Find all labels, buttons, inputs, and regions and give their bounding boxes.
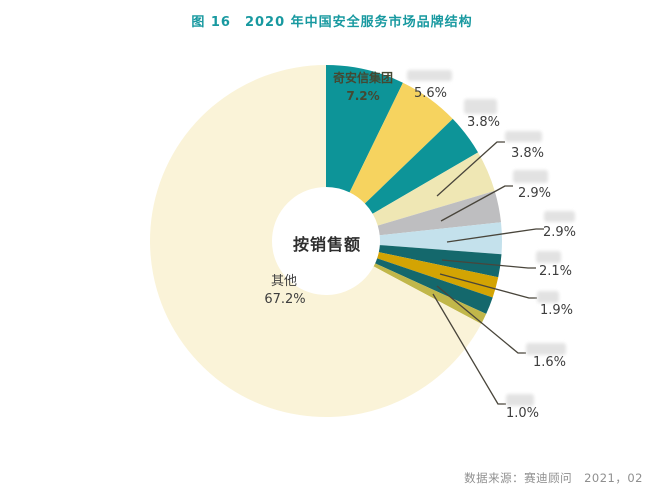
- percent-label-6: 2.1%: [539, 264, 572, 279]
- redacted-label-4: [513, 170, 548, 183]
- leader-line-7: [439, 273, 537, 299]
- pie-slice-其他: [149, 64, 482, 417]
- leader-line-5: [446, 228, 544, 243]
- data-source: 数据来源：赛迪顾问 2021，02: [464, 471, 643, 485]
- pie-annotations: 5.6% 3.8% 3.8% 2.9% 2.9% 2.1% 1.9% 1.6% 1.0%: [407, 70, 576, 421]
- leader-line-4: [440, 185, 513, 222]
- center-label: 按销售额: [293, 235, 361, 254]
- redacted-label-1: [407, 70, 452, 81]
- pie-slice-奇安信集团: [326, 65, 403, 193]
- pie-slice-5: [379, 222, 503, 255]
- redacted-label-7: [537, 291, 559, 303]
- chart-title: 图 16 2020 年中国安全服务市场品牌结构: [191, 15, 473, 30]
- leader-line-3: [436, 141, 505, 197]
- leader-line-8: [436, 285, 526, 354]
- redacted-label-3: [505, 131, 542, 142]
- slice-qianxin-label: 奇安信集团: [333, 70, 393, 85]
- percent-label-2: 3.8%: [467, 115, 500, 130]
- pie-slice-1: [349, 82, 453, 204]
- redacted-label-2: [464, 99, 497, 114]
- percent-label-7: 1.9%: [540, 303, 573, 318]
- percent-label-1: 5.6%: [414, 86, 447, 101]
- pie-slice-7: [377, 252, 499, 298]
- slice-others-value: 67.2%: [264, 292, 305, 307]
- percent-label-9: 1.0%: [506, 406, 539, 421]
- percent-label-3: 3.8%: [511, 146, 544, 161]
- redacted-label-6: [536, 251, 561, 263]
- percent-label-4: 2.9%: [518, 186, 551, 201]
- percent-label-8: 1.6%: [533, 355, 566, 370]
- pie-inside-labels: 奇安信集团 7.2% 其他 67.2% 按销售额: [264, 70, 393, 307]
- percent-label-5: 2.9%: [543, 225, 576, 240]
- leader-line-6: [441, 259, 536, 269]
- pie-slice-4: [377, 190, 501, 236]
- pie-slice-9: [373, 263, 487, 324]
- pie-slice-2: [364, 118, 479, 214]
- slice-others-label: 其他: [271, 274, 297, 289]
- slice-qianxin-value: 7.2%: [346, 89, 379, 103]
- redacted-label-5: [544, 211, 575, 222]
- pie-slice-8: [375, 258, 493, 314]
- redacted-label-9: [506, 394, 534, 406]
- leader-line-9: [432, 293, 506, 405]
- pie-slice-6: [378, 245, 502, 278]
- redacted-label-8: [526, 343, 566, 355]
